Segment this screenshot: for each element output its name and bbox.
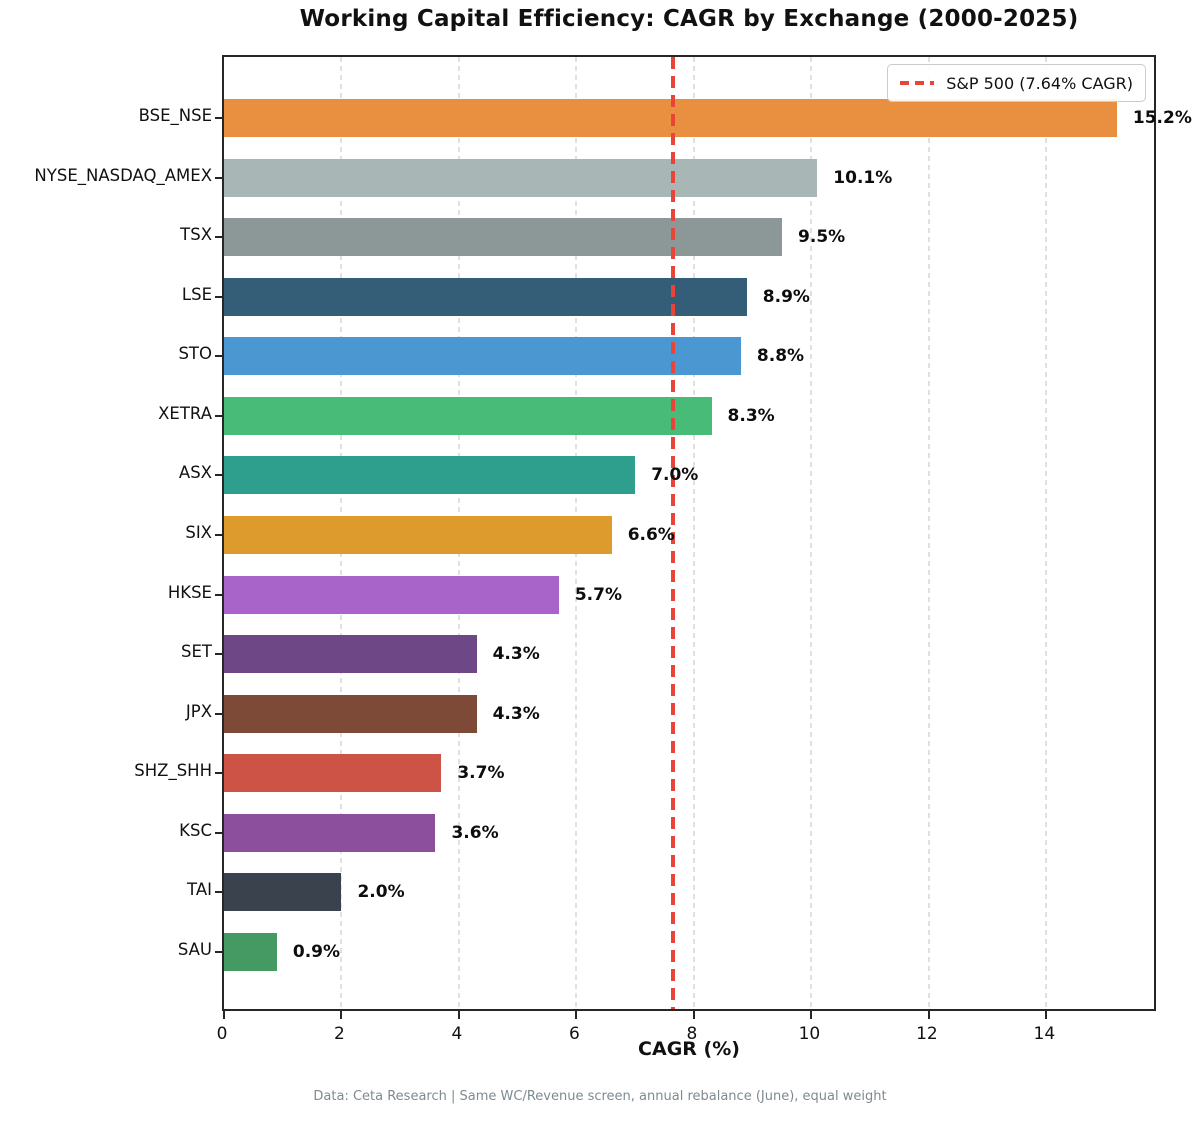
bar-value-label: 3.7% (457, 763, 505, 784)
x-tick-mark (810, 1011, 813, 1019)
bar-jpx (224, 694, 477, 733)
bar-value-label: 15.2% (1132, 108, 1192, 128)
bar-value-label: 10.1% (833, 167, 893, 188)
y-axis-label-sau: SAU (177, 940, 212, 959)
legend: S&P 500 (7.64% CAGR) (887, 64, 1146, 102)
x-tick-label-0: 0 (216, 1024, 228, 1044)
bar-value-label: 0.9% (292, 942, 341, 962)
x-tick-label-6: 6 (569, 1024, 580, 1044)
bar-value-label: 4.3% (492, 703, 540, 724)
gridline-10 (810, 57, 813, 1009)
sp500-reference-line (670, 57, 675, 1009)
y-tick-mark (215, 712, 224, 715)
y-axis-label-asx: ASX (178, 463, 212, 483)
y-tick-mark (215, 117, 224, 119)
y-tick-mark (215, 534, 224, 536)
x-tick-label-4: 4 (451, 1024, 463, 1044)
y-axis-label-shz_shh: SHZ_SHH (134, 761, 212, 781)
x-tick-mark (692, 1011, 695, 1019)
y-tick-mark (215, 772, 224, 775)
bar-bse_nse (224, 99, 1117, 137)
bar-tsx (224, 218, 783, 257)
bar-value-label: 8.3% (727, 405, 775, 426)
bar-value-label: 4.3% (492, 644, 540, 665)
bar-value-label: 8.8% (756, 346, 805, 367)
footer-note: Data: Ceta Research | Same WC/Revenue sc… (313, 1089, 887, 1104)
bar-xetra (224, 396, 712, 435)
y-axis-label-xetra: XETRA (158, 403, 212, 423)
bar-value-label: 3.6% (451, 822, 499, 843)
y-axis-label-nyse_nasdaq_amex: NYSE_NASDAQ_AMEX (34, 165, 212, 185)
y-tick-mark (215, 653, 224, 656)
x-tick-label-8: 8 (686, 1024, 698, 1044)
y-tick-mark (215, 474, 224, 477)
y-tick-mark (215, 593, 224, 596)
legend-dashed-line-swatch (900, 81, 935, 85)
y-tick-mark (215, 236, 224, 239)
x-tick-mark (1045, 1011, 1048, 1019)
x-tick-label-14: 14 (1033, 1024, 1056, 1044)
bar-value-label: 6.6% (627, 525, 675, 545)
bar-hkse (224, 575, 559, 614)
gridline-14 (1045, 57, 1048, 1009)
y-tick-mark (215, 295, 224, 298)
bar-shz_shh (224, 754, 442, 793)
y-axis-label-sto: STO (178, 344, 212, 364)
bar-value-label: 8.9% (762, 286, 810, 307)
y-tick-mark (215, 176, 224, 179)
x-axis-title: CAGR (%) (638, 1038, 740, 1060)
y-tick-mark (215, 951, 224, 953)
bar-value-label: 5.7% (574, 584, 622, 605)
bar-lse (224, 277, 747, 316)
bar-tai (224, 873, 342, 912)
gridline-8 (692, 57, 695, 1009)
x-tick-label-10: 10 (798, 1024, 821, 1044)
y-axis-label-tai: TAI (187, 880, 212, 900)
x-tick-mark (575, 1011, 578, 1019)
y-axis-label-hkse: HKSE (167, 582, 212, 602)
y-axis-label-lse: LSE (181, 284, 212, 304)
y-tick-mark (215, 355, 224, 358)
bar-sau (224, 933, 277, 971)
bar-six (224, 516, 612, 554)
bar-set (224, 635, 477, 674)
y-tick-mark (215, 414, 224, 417)
y-axis-label-ksc: KSC (179, 820, 212, 840)
bar-sto (224, 337, 741, 376)
bar-asx (224, 456, 636, 495)
bar-value-label: 9.5% (798, 227, 846, 248)
bar-ksc (224, 813, 436, 852)
chart-title: Working Capital Efficiency: CAGR by Exch… (299, 6, 1079, 32)
bar-value-label: 7.0% (651, 465, 699, 486)
x-tick-label-12: 12 (916, 1024, 938, 1044)
x-tick-label-2: 2 (334, 1024, 345, 1044)
x-tick-mark (223, 1011, 225, 1019)
bar-value-label: 2.0% (357, 882, 405, 903)
y-tick-mark (215, 891, 224, 894)
y-axis-label-six: SIX (185, 523, 212, 542)
gridline-12 (927, 57, 930, 1009)
y-tick-mark (215, 831, 224, 834)
y-axis-label-jpx: JPX (185, 701, 212, 721)
y-axis-label-tsx: TSX (180, 225, 212, 245)
plot-area: S&P 500 (7.64% CAGR) 15.2% 10.1% 9.5% 8.9% 8… (215, 55, 1192, 1019)
x-tick-mark (927, 1011, 930, 1019)
y-axis-label-bse_nse: BSE_NSE (138, 106, 212, 125)
x-tick-mark (340, 1011, 343, 1019)
y-axis-label-set: SET (181, 642, 212, 662)
x-tick-mark (457, 1011, 460, 1019)
bar-nyse_nasdaq_amex (224, 158, 818, 197)
legend-label: S&P 500 (7.64% CAGR) (946, 73, 1133, 93)
